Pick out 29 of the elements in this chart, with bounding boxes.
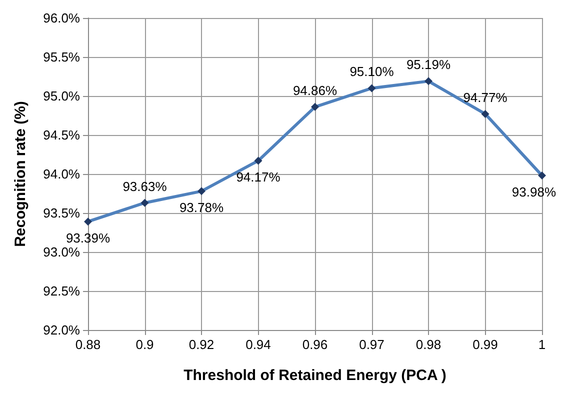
x-tick-label: 0.9	[136, 337, 154, 352]
y-tick-label: 96.0%	[43, 10, 80, 26]
x-tick-label: 0.88	[75, 337, 101, 352]
data-label: 95.19%	[406, 57, 451, 72]
data-label: 93.78%	[179, 200, 224, 216]
y-tick-label: 95.5%	[43, 50, 80, 64]
data-label: 94.17%	[236, 170, 281, 185]
y-tick-label: 94.5%	[43, 128, 80, 142]
data-label: 93.39%	[66, 230, 110, 246]
x-tick-label: 0.99	[472, 337, 498, 352]
x-tick-label: 1	[538, 337, 546, 352]
y-tick-label: 93.0%	[43, 244, 80, 260]
x-tick-label: 0.96	[302, 337, 328, 352]
data-label: 94.77%	[463, 90, 508, 105]
data-label: 95.10%	[350, 64, 394, 80]
x-tick-label: 0.97	[359, 337, 384, 352]
data-label: 93.98%	[512, 184, 556, 200]
y-tick-label: 94.0%	[43, 166, 80, 182]
x-tick-label: 0.92	[188, 337, 214, 352]
data-label: 94.86%	[292, 82, 338, 98]
y-tick-label: 95.0%	[43, 88, 80, 104]
y-tick-label: 93.5%	[43, 206, 80, 220]
y-tick-label: 92.5%	[43, 284, 80, 298]
y-tick-label: 92.0%	[43, 322, 80, 338]
data-label: 93.63%	[122, 178, 168, 194]
x-tick-label: 0.98	[416, 337, 442, 352]
x-tick-label: 0.94	[246, 337, 271, 352]
x-axis-title: Threshold of Retained Energy (PCA )	[184, 367, 446, 384]
y-axis-title: Recognition rate (%)	[12, 101, 29, 247]
